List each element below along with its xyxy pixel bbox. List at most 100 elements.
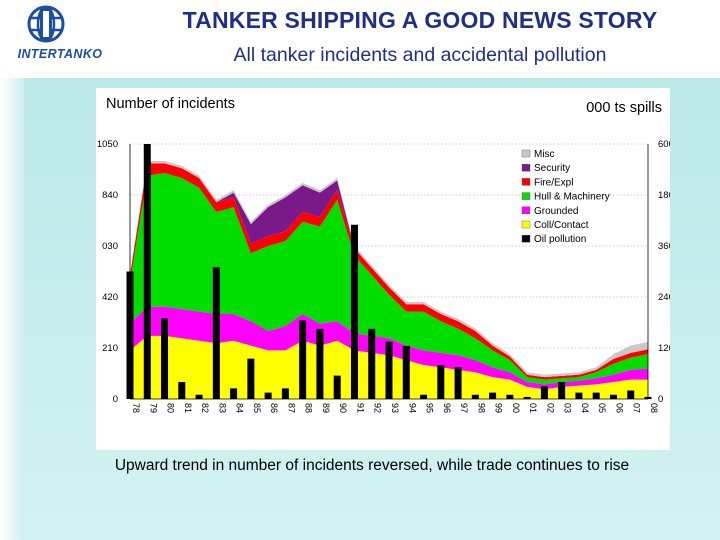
x-tick-label-80: 80 <box>166 403 176 413</box>
oil-bar-07 <box>627 390 635 399</box>
oil-bar-80 <box>161 318 169 399</box>
left-tick-label: 420 <box>102 292 118 303</box>
oil-bar-04 <box>575 392 583 399</box>
legend-label-hull: Hull & Machinery <box>534 192 610 203</box>
legend-label-oil: Oil pollution <box>534 234 586 245</box>
oil-bar-94 <box>402 345 410 399</box>
right-tick-label: 600 <box>658 139 670 150</box>
x-tick-label-04: 04 <box>580 403 590 413</box>
x-tick-label-91: 91 <box>355 403 365 413</box>
legend-swatch-coll <box>521 220 531 229</box>
left-axis-title: Number of incidents <box>106 96 235 112</box>
oil-bar-88 <box>299 320 307 399</box>
x-tick-label-98: 98 <box>476 403 486 413</box>
x-tick-label-07: 07 <box>632 403 642 413</box>
right-axis-title: 000 ts spills <box>586 100 662 116</box>
x-tick-label-96: 96 <box>442 403 452 413</box>
incidents-chart: Number of incidents 000 ts spills 0 210 420 0… <box>97 96 670 413</box>
x-tick-label-06: 06 <box>614 403 624 413</box>
oil-bar-87 <box>281 388 289 399</box>
area-misc <box>130 161 648 378</box>
oil-bar-93 <box>385 341 393 399</box>
header-bar: INTERTANKO TANKER SHIPPING A GOOD NEWS S… <box>0 0 720 78</box>
x-tick-label-81: 81 <box>183 403 193 413</box>
slide-title: TANKER SHIPPING A GOOD NEWS STORY <box>182 7 658 33</box>
oil-bar-90 <box>333 375 341 399</box>
x-tick-label-01: 01 <box>528 403 538 413</box>
x-tick-label-82: 82 <box>200 403 210 413</box>
left-tick-label: 840 <box>102 190 118 201</box>
x-tick-label-84: 84 <box>235 403 245 413</box>
oil-bar-02 <box>540 386 548 399</box>
legend-label-security: Security <box>534 163 570 174</box>
oil-bar-84 <box>230 388 238 399</box>
oil-bar-79 <box>143 144 151 399</box>
right-tick-label: 120 <box>658 343 670 354</box>
legend-label-misc: Misc <box>534 149 555 160</box>
x-tick-label-88: 88 <box>304 403 314 413</box>
area-hull <box>130 173 648 385</box>
oil-bar-85 <box>247 358 255 399</box>
legend-swatch-misc <box>521 149 531 158</box>
x-tick-label-92: 92 <box>373 403 383 413</box>
oil-bar-06 <box>609 394 617 399</box>
x-tick-label-85: 85 <box>252 403 262 413</box>
oil-bar-91 <box>350 224 358 399</box>
legend-swatch-grounded <box>521 206 531 215</box>
oil-bar-81 <box>178 382 186 399</box>
oil-bar-86 <box>264 392 272 399</box>
legend-label-grounded: Grounded <box>534 206 578 217</box>
x-tick-label-90: 90 <box>338 403 348 413</box>
x-tick-label-86: 86 <box>269 403 279 413</box>
x-tick-label-83: 83 <box>217 403 227 413</box>
intertanko-logo: INTERTANKO <box>0 0 120 78</box>
x-tick-label-89: 89 <box>321 403 331 413</box>
oil-bar-03 <box>558 382 566 399</box>
oil-bar-82 <box>195 394 203 399</box>
oil-bar-98 <box>471 394 479 399</box>
oil-bar-05 <box>592 392 600 399</box>
chart-panel: Number of incidents 000 ts spills 0 210 420 0… <box>96 88 670 450</box>
right-tick-label: 0 <box>658 394 663 405</box>
x-tick-label-78: 78 <box>131 403 141 413</box>
legend-swatch-oil <box>521 234 531 243</box>
legend-swatch-security <box>521 163 531 172</box>
x-tick-label-87: 87 <box>286 403 296 413</box>
x-tick-label-08: 08 <box>649 403 659 413</box>
right-tick-label: 180 <box>658 190 670 201</box>
x-tick-label-03: 03 <box>563 403 573 413</box>
oil-bar-89 <box>316 328 324 399</box>
globe-logo-icon <box>27 5 65 43</box>
x-tick-label-79: 79 <box>148 403 158 413</box>
left-tick-label: 1050 <box>97 139 118 150</box>
oil-bar-92 <box>368 328 376 399</box>
oil-bar-97 <box>454 367 462 399</box>
legend-swatch-hull <box>521 192 531 200</box>
area-security <box>130 163 648 378</box>
logo-text: INTERTANKO <box>17 47 103 61</box>
x-tick-label-97: 97 <box>459 403 469 413</box>
oil-bar-01 <box>523 396 531 399</box>
footer-note: Upward trend in number of incidents reve… <box>114 457 630 474</box>
x-tick-label-02: 02 <box>545 403 555 413</box>
oil-bar-83 <box>212 267 220 399</box>
left-tick-label: 210 <box>102 343 118 354</box>
oil-bar-99 <box>489 392 497 399</box>
legend-swatch-fire <box>521 178 531 186</box>
left-decoration-strip <box>0 78 24 540</box>
oil-bar-96 <box>437 365 445 399</box>
x-tick-label-93: 93 <box>390 403 400 413</box>
left-tick-label: 030 <box>102 241 118 252</box>
slide-subtitle: All tanker incidents and accidental poll… <box>233 44 607 66</box>
x-tick-label-94: 94 <box>407 403 417 413</box>
oil-bar-00 <box>506 394 514 399</box>
x-tick-label-95: 95 <box>425 403 435 413</box>
legend-label-coll: Coll/Contact <box>534 220 589 231</box>
right-tick-label: 240 <box>658 292 670 303</box>
legend-label-fire: Fire/Expl <box>534 177 573 188</box>
oil-bar-95 <box>420 394 428 399</box>
x-tick-label-99: 99 <box>494 403 504 413</box>
right-tick-label: 360 <box>658 241 670 252</box>
x-tick-label-05: 05 <box>597 403 607 413</box>
